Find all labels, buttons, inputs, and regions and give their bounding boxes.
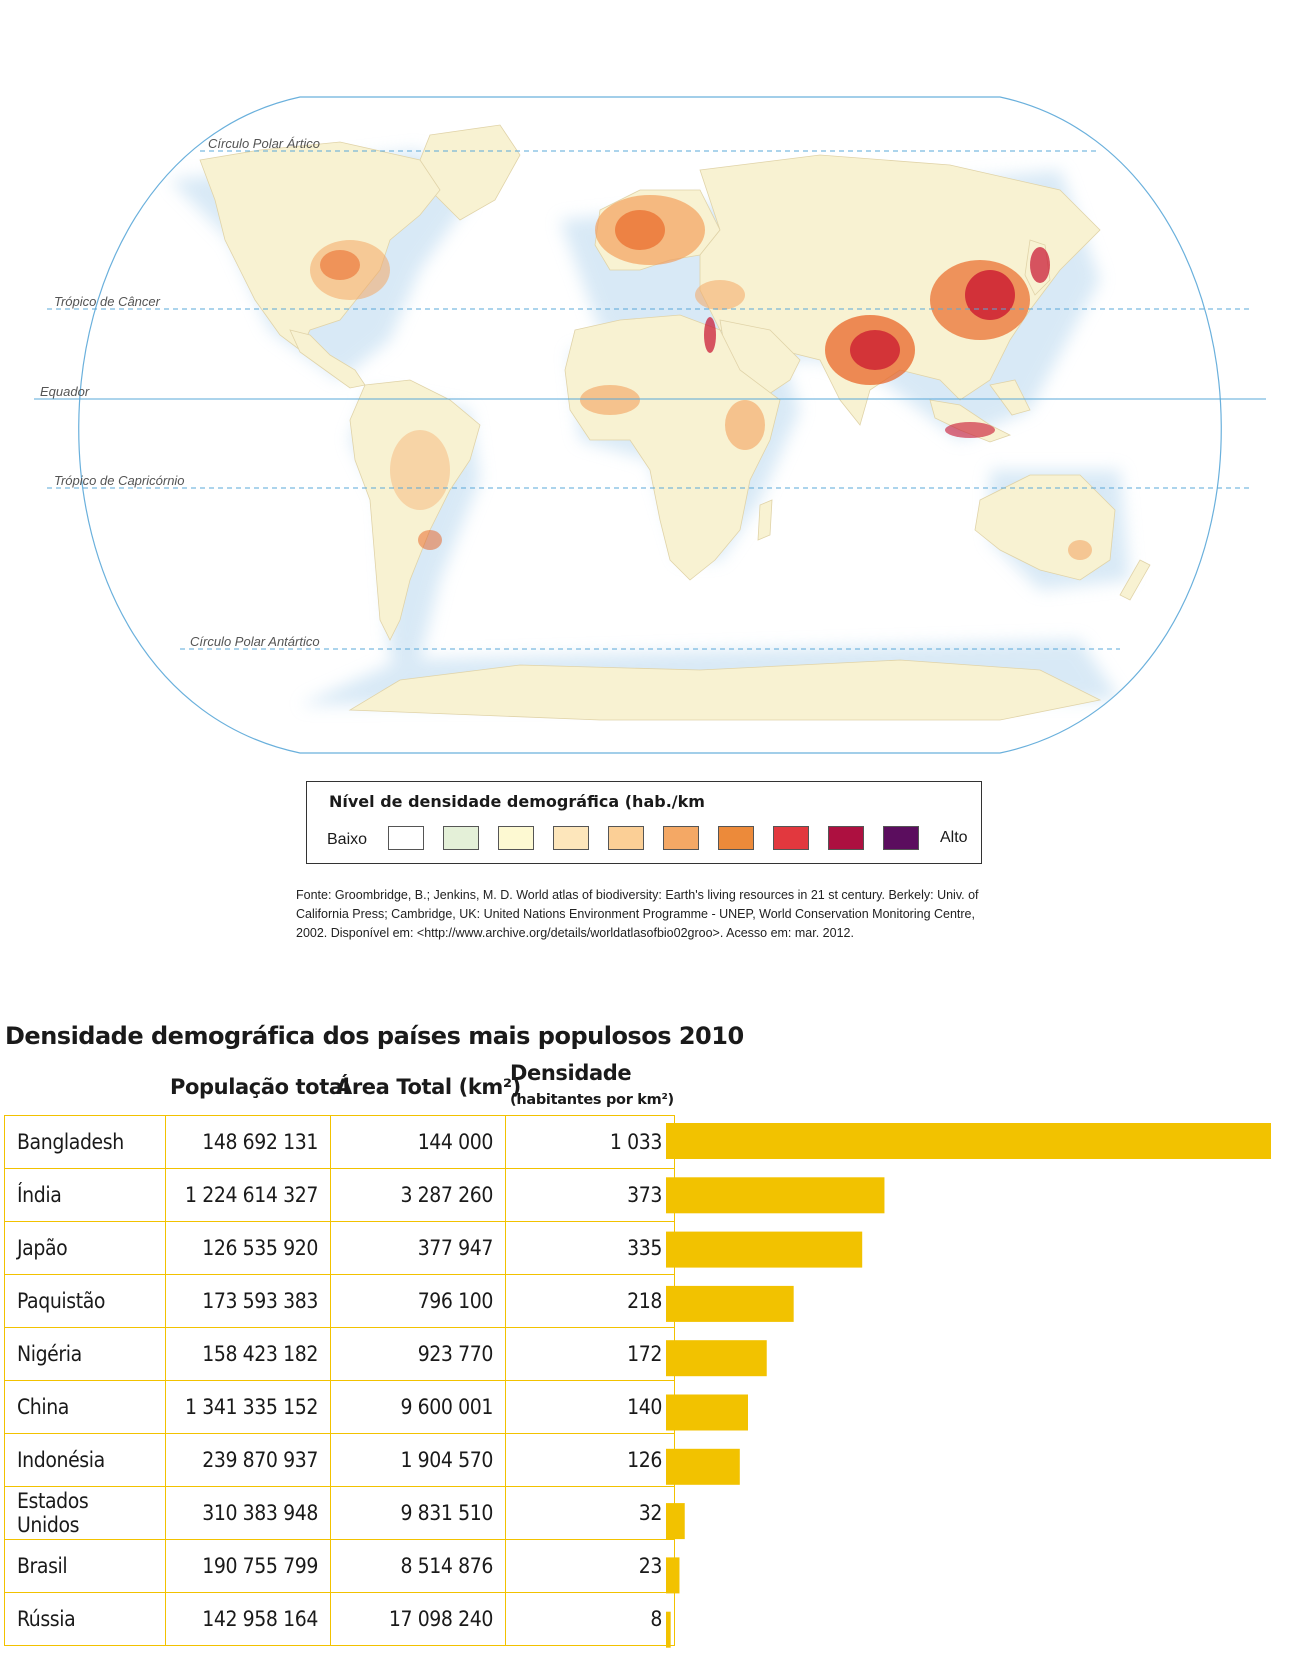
table-row: Paquistão 173 593 383 796 100 218: [4, 1274, 675, 1328]
density-hotspots: [310, 195, 1092, 560]
density-bar-bangladesh: [666, 1123, 1271, 1159]
density-bar-china: [666, 1394, 748, 1431]
column-header-density: Densidade: [510, 1061, 632, 1085]
table-row: Japão 126 535 920 377 947 335: [4, 1221, 675, 1275]
source-note: Fonte: Groombridge, B.; Jenkins, M. D. W…: [296, 888, 979, 940]
density-cell: 8: [505, 1592, 675, 1646]
table-row: China 1 341 335 152 9 600 001 140: [4, 1380, 675, 1434]
density-cell: 1 033: [505, 1115, 675, 1169]
country-name-cell: China: [4, 1380, 166, 1434]
density-cell: 140: [505, 1380, 675, 1434]
legend-title: Nível de densidade demográfica (hab./km: [329, 792, 705, 811]
country-name-cell: Nigéria: [4, 1327, 166, 1381]
legend-swatch: [388, 826, 424, 850]
density-bar-rússia: [666, 1611, 671, 1648]
population-cell: 1 341 335 152: [165, 1380, 331, 1434]
label-antarctic-circle: Círculo Polar Antártico: [190, 634, 320, 649]
area-cell: 377 947: [330, 1221, 506, 1275]
graticule: [34, 150, 1266, 650]
legend-swatch: [553, 826, 589, 850]
legend-swatch: [498, 826, 534, 850]
country-name-cell: Japão: [4, 1221, 166, 1275]
country-name-cell: Bangladesh: [4, 1115, 166, 1169]
density-cell: 218: [505, 1274, 675, 1328]
density-cell: 335: [505, 1221, 675, 1275]
area-cell: 17 098 240: [330, 1592, 506, 1646]
country-name-cell: Rússia: [4, 1592, 166, 1646]
column-header-population: População total: [170, 1075, 350, 1099]
column-header-density-unit: (habitantes por km²): [510, 1092, 674, 1108]
legend-swatch: [663, 826, 699, 850]
label-tropic-cancer: Trópico de Câncer: [54, 294, 161, 309]
area-cell: 923 770: [330, 1327, 506, 1381]
area-cell: 8 514 876: [330, 1539, 506, 1593]
label-arctic-circle: Círculo Polar Ártico: [208, 136, 320, 151]
density-bar-nigéria: [666, 1340, 767, 1377]
area-cell: 9 600 001: [330, 1380, 506, 1434]
area-cell: 3 287 260: [330, 1168, 506, 1222]
density-cell: 23: [505, 1539, 675, 1593]
world-density-map: Círculo Polar Ártico Trópico de Câncer E…: [0, 80, 1300, 770]
density-bar-japão: [666, 1231, 863, 1268]
country-name-cell: Índia: [4, 1168, 166, 1222]
legend-swatch: [718, 826, 754, 850]
country-name-cell: Paquistão: [4, 1274, 166, 1328]
density-bar-índia: [666, 1177, 885, 1214]
table-row: Bangladesh 148 692 131 144 000 1 033: [4, 1115, 675, 1169]
country-name-cell: Estados Unidos: [4, 1486, 166, 1540]
legend-low-label: Baixo: [327, 831, 368, 848]
legend-swatch: [443, 826, 479, 850]
population-cell: 142 958 164: [165, 1592, 331, 1646]
table-row: Indonésia 239 870 937 1 904 570 126: [4, 1433, 675, 1487]
population-cell: 239 870 937: [165, 1433, 331, 1487]
population-cell: 126 535 920: [165, 1221, 331, 1275]
table-row: Índia 1 224 614 327 3 287 260 373: [4, 1168, 675, 1222]
legend-swatch: [608, 826, 644, 850]
density-bar-estados-unidos: [666, 1503, 685, 1540]
density-bar-indonésia: [666, 1448, 740, 1485]
landmasses: [199, 124, 1151, 721]
area-cell: 1 904 570: [330, 1433, 506, 1487]
legend-swatch: [828, 826, 864, 850]
population-cell: 1 224 614 327: [165, 1168, 331, 1222]
table-row: Rússia 142 958 164 17 098 240 8: [4, 1592, 675, 1646]
country-name-cell: Brasil: [4, 1539, 166, 1593]
density-cell: 373: [505, 1168, 675, 1222]
world-map-svg: Círculo Polar Ártico Trópico de Câncer E…: [34, 96, 1266, 754]
density-legend: Nível de densidade demográfica (hab./km …: [306, 781, 982, 864]
density-bar-brasil: [666, 1557, 680, 1594]
column-header-area: Área Total (km²): [336, 1075, 521, 1099]
density-bar-paquistão: [666, 1285, 794, 1322]
population-cell: 158 423 182: [165, 1327, 331, 1381]
country-name-cell: Indonésia: [4, 1433, 166, 1487]
label-equator: Equador: [40, 384, 90, 399]
area-cell: 796 100: [330, 1274, 506, 1328]
population-cell: 173 593 383: [165, 1274, 331, 1328]
legend-swatch: [773, 826, 809, 850]
legend-high-label: Alto: [940, 829, 968, 846]
density-bar-chart: [666, 1123, 1271, 1648]
table-row: Brasil 190 755 799 8 514 876 23: [4, 1539, 675, 1593]
table-row: Estados Unidos 310 383 948 9 831 510 32: [4, 1486, 675, 1540]
area-cell: 144 000: [330, 1115, 506, 1169]
density-cell: 32: [505, 1486, 675, 1540]
population-cell: 190 755 799: [165, 1539, 331, 1593]
table-title: Densidade demográfica dos países mais po…: [5, 1022, 744, 1050]
table-row: Nigéria 158 423 182 923 770 172: [4, 1327, 675, 1381]
population-cell: 310 383 948: [165, 1486, 331, 1540]
population-cell: 148 692 131: [165, 1115, 331, 1169]
legend-swatch: [883, 826, 919, 850]
density-cell: 172: [505, 1327, 675, 1381]
density-table: Bangladesh 148 692 131 144 000 1 033 Índia 1 …: [4, 1115, 675, 1646]
label-tropic-capricorn: Trópico de Capricórnio: [54, 473, 185, 488]
density-cell: 126: [505, 1433, 675, 1487]
area-cell: 9 831 510: [330, 1486, 506, 1540]
